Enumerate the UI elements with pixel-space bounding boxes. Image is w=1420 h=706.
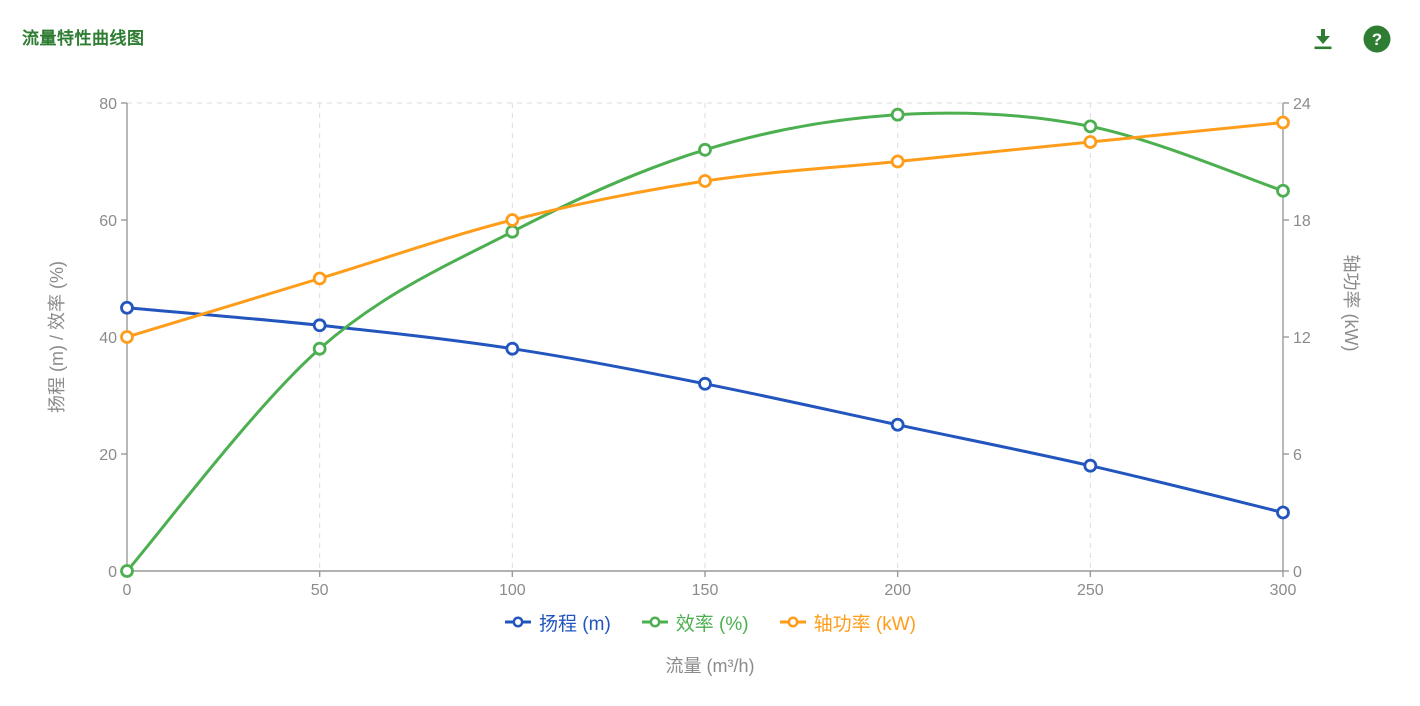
series-marker-2 [890,154,905,169]
series-marker-0 [698,376,712,391]
right-axis-title: 轴功率 (kW) [1341,254,1361,352]
tick-label-right: 0 [1293,564,1302,581]
series-marker-1 [120,564,134,578]
tick-label-left: 20 [99,447,117,464]
series-marker-0 [1083,458,1098,473]
tick-label-bottom: 200 [884,582,911,599]
tick-label-right: 12 [1293,330,1311,347]
download-button[interactable] [1308,24,1338,54]
series-marker-2 [505,213,520,227]
tick-label-bottom: 300 [1270,582,1297,599]
series-marker-0 [120,300,134,315]
series-marker-0 [1276,505,1290,520]
tick-label-bottom: 50 [311,582,329,599]
legend-item-head[interactable]: 扬程 (m) [504,609,611,636]
series-marker-2 [1276,115,1290,130]
tick-label-left: 0 [108,564,117,581]
legend-label: 轴功率 (kW) [813,613,916,635]
help-button[interactable]: ? [1362,24,1392,54]
series-marker-0 [505,341,520,356]
left-axis-title: 扬程 (m) / 效率 (%) [47,261,67,413]
x-axis-title: 流量 (m³/h) [665,656,755,676]
series-marker-1 [890,107,905,122]
tick-label-bottom: 250 [1077,582,1104,599]
download-icon [1314,29,1332,50]
chart-title: 流量特性曲线图 [22,29,145,48]
tick-label-right: 18 [1293,213,1311,230]
tick-label-left: 80 [99,96,117,113]
legend-label: 效率 (%) [675,613,749,635]
series-marker-0 [312,318,327,333]
series-marker-2 [312,271,327,286]
series-marker-0 [890,417,905,432]
tick-label-right: 24 [1293,96,1311,113]
help-icon: ? [1363,25,1391,53]
tick-label-bottom: 0 [123,582,132,599]
legend-item-efficiency[interactable]: 效率 (%) [641,609,749,636]
series-marker-2 [120,330,134,344]
legend: 扬程 (m) 效率 (%) 轴功率 (kW) [0,606,1420,638]
series-marker-2 [1083,135,1098,149]
tick-label-left: 40 [99,330,117,347]
series-marker-1 [312,341,327,356]
legend-marker-icon [505,616,532,628]
series-marker-2 [698,174,712,188]
series-marker-1 [505,224,520,239]
legend-item-shaft-power[interactable]: 轴功率 (kW) [779,609,916,636]
series-line-0 [125,306,1285,514]
svg-text:?: ? [1372,30,1382,49]
legend-marker-icon [641,616,668,628]
series-marker-1 [1083,119,1098,134]
legend-label: 扬程 (m) [539,613,611,635]
series-marker-1 [1276,183,1290,198]
series-marker-1 [698,142,712,157]
tick-label-bottom: 150 [692,582,719,599]
tick-label-left: 60 [99,213,117,230]
legend-marker-icon [779,616,806,628]
tick-label-right: 6 [1293,447,1302,464]
tick-label-bottom: 100 [499,582,526,599]
